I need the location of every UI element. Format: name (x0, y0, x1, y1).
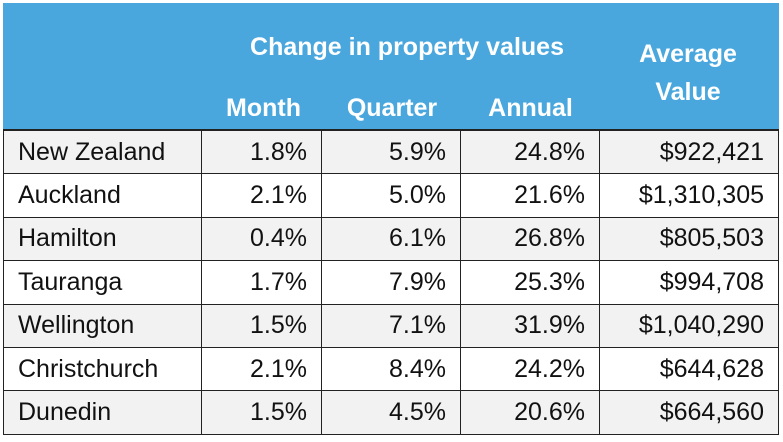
month-cell: 1.8% (201, 131, 321, 174)
table-row: Hamilton 0.4% 6.1% 26.8% $805,503 (3, 217, 779, 262)
table-row: Auckland 2.1% 5.0% 21.6% $1,310,305 (3, 174, 779, 218)
average-value-cell: $922,421 (599, 131, 779, 174)
average-value-column-header: Average Value (603, 35, 773, 111)
region-cell: Tauranga (3, 261, 201, 304)
quarter-cell: 5.9% (321, 131, 460, 174)
region-cell: Christchurch (3, 347, 201, 391)
table-row: Wellington 1.5% 7.1% 31.9% $1,040,290 (3, 304, 779, 348)
annual-cell: 21.6% (460, 174, 599, 217)
average-value-header-line1: Average (639, 40, 737, 68)
table-body: New Zealand 1.8% 5.9% 24.8% $922,421 Auc… (3, 129, 779, 435)
annual-cell: 20.6% (460, 391, 599, 434)
region-cell: Wellington (3, 304, 201, 347)
region-cell: Hamilton (3, 217, 201, 261)
quarter-cell: 5.0% (321, 174, 460, 217)
annual-cell: 31.9% (460, 304, 599, 347)
average-value-cell: $644,628 (599, 347, 779, 391)
table-row: Christchurch 2.1% 8.4% 24.2% $644,628 (3, 347, 779, 392)
average-value-cell: $994,708 (599, 261, 779, 304)
annual-column-header: Annual (488, 94, 573, 122)
month-cell: 1.5% (201, 304, 321, 347)
quarter-cell: 6.1% (321, 217, 460, 261)
region-cell: New Zealand (3, 131, 201, 174)
quarter-column-header: Quarter (346, 94, 438, 122)
average-value-cell: $664,560 (599, 391, 779, 434)
annual-cell: 25.3% (460, 261, 599, 304)
table-header: Change in property values Month Quarter … (3, 3, 779, 129)
change-in-property-values-heading: Change in property values (250, 33, 564, 61)
region-cell: Dunedin (3, 391, 201, 434)
property-values-table: Change in property values Month Quarter … (3, 3, 779, 439)
average-value-header-line2: Value (655, 78, 721, 106)
table-row: Tauranga 1.7% 7.9% 25.3% $994,708 (3, 261, 779, 305)
table-row: New Zealand 1.8% 5.9% 24.8% $922,421 (3, 131, 779, 175)
quarter-cell: 7.1% (321, 304, 460, 347)
annual-cell: 24.2% (460, 347, 599, 391)
month-cell: 2.1% (201, 347, 321, 391)
quarter-cell: 8.4% (321, 347, 460, 391)
quarter-cell: 4.5% (321, 391, 460, 434)
month-cell: 1.7% (201, 261, 321, 304)
average-value-cell: $1,310,305 (599, 174, 779, 217)
annual-cell: 26.8% (460, 217, 599, 261)
month-cell: 2.1% (201, 174, 321, 217)
region-cell: Auckland (3, 174, 201, 217)
month-column-header: Month (226, 94, 301, 122)
annual-cell: 24.8% (460, 131, 599, 174)
quarter-cell: 7.9% (321, 261, 460, 304)
month-cell: 0.4% (201, 217, 321, 261)
month-cell: 1.5% (201, 391, 321, 434)
table-row: Dunedin 1.5% 4.5% 20.6% $664,560 (3, 391, 779, 435)
average-value-cell: $805,503 (599, 217, 779, 261)
average-value-cell: $1,040,290 (599, 304, 779, 347)
